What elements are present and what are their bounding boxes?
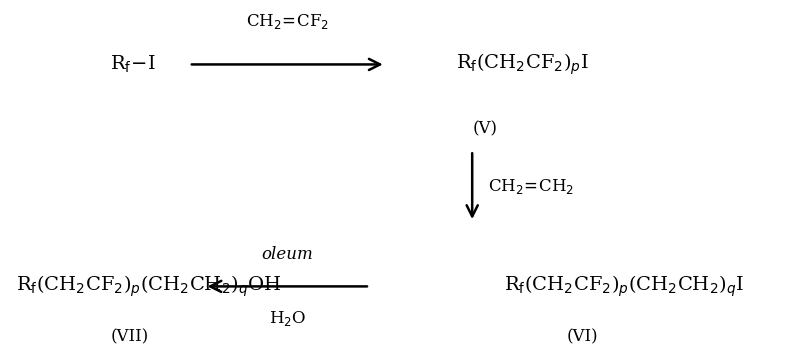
Text: (V): (V) xyxy=(472,120,497,137)
Text: R$_\mathrm{f}$(CH$_2$CF$_2$)$_p$I: R$_\mathrm{f}$(CH$_2$CF$_2$)$_p$I xyxy=(456,52,589,77)
Text: (VII): (VII) xyxy=(110,328,149,345)
Text: oleum: oleum xyxy=(261,246,313,263)
Text: H$_2$O: H$_2$O xyxy=(268,309,306,328)
Text: CH$_2\!=\!$CH$_2$: CH$_2\!=\!$CH$_2$ xyxy=(488,176,574,196)
Text: R$_\mathrm{f}$(CH$_2$CF$_2$)$_p$(CH$_2$CH$_2$)$_q$OH: R$_\mathrm{f}$(CH$_2$CF$_2$)$_p$(CH$_2$C… xyxy=(16,274,281,299)
Text: R$_\mathrm{f}\!-\!$I: R$_\mathrm{f}\!-\!$I xyxy=(110,54,157,75)
Text: (VI): (VI) xyxy=(567,328,598,345)
Text: CH$_2$$\!=\!$CF$_2$: CH$_2$$\!=\!$CF$_2$ xyxy=(246,12,329,31)
Text: R$_\mathrm{f}$(CH$_2$CF$_2$)$_p$(CH$_2$CH$_2$)$_q$I: R$_\mathrm{f}$(CH$_2$CF$_2$)$_p$(CH$_2$C… xyxy=(504,274,744,299)
